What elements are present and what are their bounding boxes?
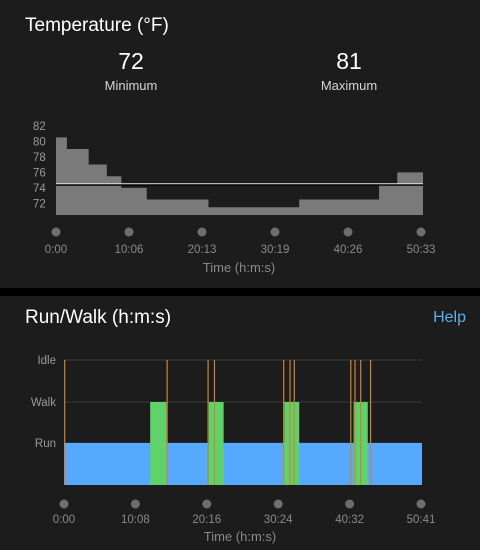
- run-walk-title: Run/Walk (h:m:s): [25, 307, 172, 328]
- temp-x-tick-label: 20:13: [188, 244, 217, 256]
- walk-segment: [208, 402, 224, 485]
- walk-segment: [284, 402, 300, 485]
- rw-x-tick-dot: [416, 499, 426, 509]
- rw-x-tick-dot: [345, 499, 355, 509]
- rw-row-label: Idle: [37, 355, 56, 367]
- temp-x-tick-dot: [197, 227, 207, 237]
- rw-row-label: Run: [35, 438, 56, 450]
- temp-y-tick-label: 82: [33, 121, 46, 133]
- rw-x-tick-label: 20:16: [192, 514, 221, 526]
- run-walk-panel: Run/Walk (h:m:s) Help Run Walk Idle 0:00 10:…: [0, 296, 480, 550]
- minimum-value: 72: [118, 48, 144, 74]
- temp-x-tick-dot: [343, 227, 353, 237]
- temp-x-tick-label: 0:00: [45, 244, 67, 256]
- rw-x-tick-label: 50:41: [407, 514, 436, 526]
- temp-y-tick-label: 72: [33, 198, 46, 210]
- minimum-stat: 72 Minimum: [71, 48, 191, 93]
- run-band: [64, 443, 422, 485]
- temp-x-tick-label: 10:06: [115, 244, 144, 256]
- temp-y-tick-label: 74: [33, 183, 46, 195]
- temp-x-tick-dot: [270, 227, 280, 237]
- temp-x-tick-dot: [416, 227, 426, 237]
- help-link[interactable]: Help: [433, 309, 466, 326]
- temp-x-axis-title: Time (h:m:s): [203, 260, 275, 275]
- walk-segment: [150, 402, 167, 485]
- rw-x-tick-dot: [202, 499, 212, 509]
- temperature-title: Temperature (°F): [25, 15, 169, 36]
- temperature-panel: Temperature (°F) 72 Minimum 81 Maximum 7…: [0, 0, 480, 288]
- temp-y-tick-label: 76: [33, 167, 46, 179]
- run-walk-chart: Run Walk Idle 0:00 10:08 20:16 30:24 40:32 50:41…: [31, 355, 436, 544]
- rw-x-tick-dot: [273, 499, 283, 509]
- maximum-label: Maximum: [320, 78, 378, 93]
- temperature-area: [56, 137, 423, 215]
- maximum-stat: 81 Maximum: [289, 48, 409, 93]
- rw-row-label: Walk: [31, 397, 56, 409]
- rw-x-axis-title: Time (h:m:s): [204, 529, 276, 544]
- rw-x-tick-label: 10:08: [121, 514, 150, 526]
- temperature-chart: 72 74 76 78 80 82 0:00 10:06 20:13 30:19 40:26 50:3…: [33, 121, 436, 275]
- temp-x-tick-label: 30:19: [261, 244, 290, 256]
- minimum-label: Minimum: [104, 78, 158, 93]
- maximum-value: 81: [336, 48, 362, 74]
- temp-x-tick-label: 40:26: [334, 244, 363, 256]
- rw-x-tick-dot: [59, 499, 69, 509]
- temp-x-tick-label: 50:33: [407, 244, 436, 256]
- rw-x-tick-label: 30:24: [264, 514, 293, 526]
- rw-x-tick-label: 0:00: [53, 514, 75, 526]
- temp-x-tick-dot: [51, 227, 61, 237]
- temp-y-tick-label: 80: [33, 136, 46, 148]
- temp-x-tick-dot: [124, 227, 134, 237]
- rw-x-tick-dot: [130, 499, 140, 509]
- rw-x-tick-label: 40:32: [335, 514, 364, 526]
- temp-y-tick-label: 78: [33, 152, 46, 164]
